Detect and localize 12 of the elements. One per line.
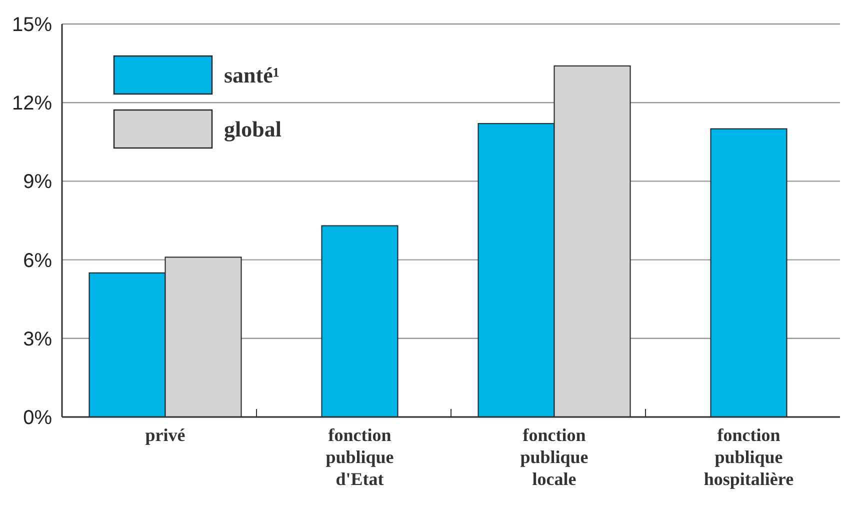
x-tick-label: fonction publique locale [520,425,588,489]
y-tick-label: 12% [12,92,52,115]
y-tick-label: 15% [12,14,52,36]
y-tick-label: 3% [23,328,52,350]
x-tick-label: fonction publique d'Etat [326,425,394,489]
x-tick-label: fonction publique hospitalière [704,425,794,489]
x-tick-label: privé [145,425,186,445]
y-tick-label: 9% [23,171,52,194]
y-tick-label: 0% [23,407,52,429]
y-tick-label: 6% [23,250,52,272]
legend-label: global [224,116,282,142]
legend-label: santé¹ [224,62,280,88]
